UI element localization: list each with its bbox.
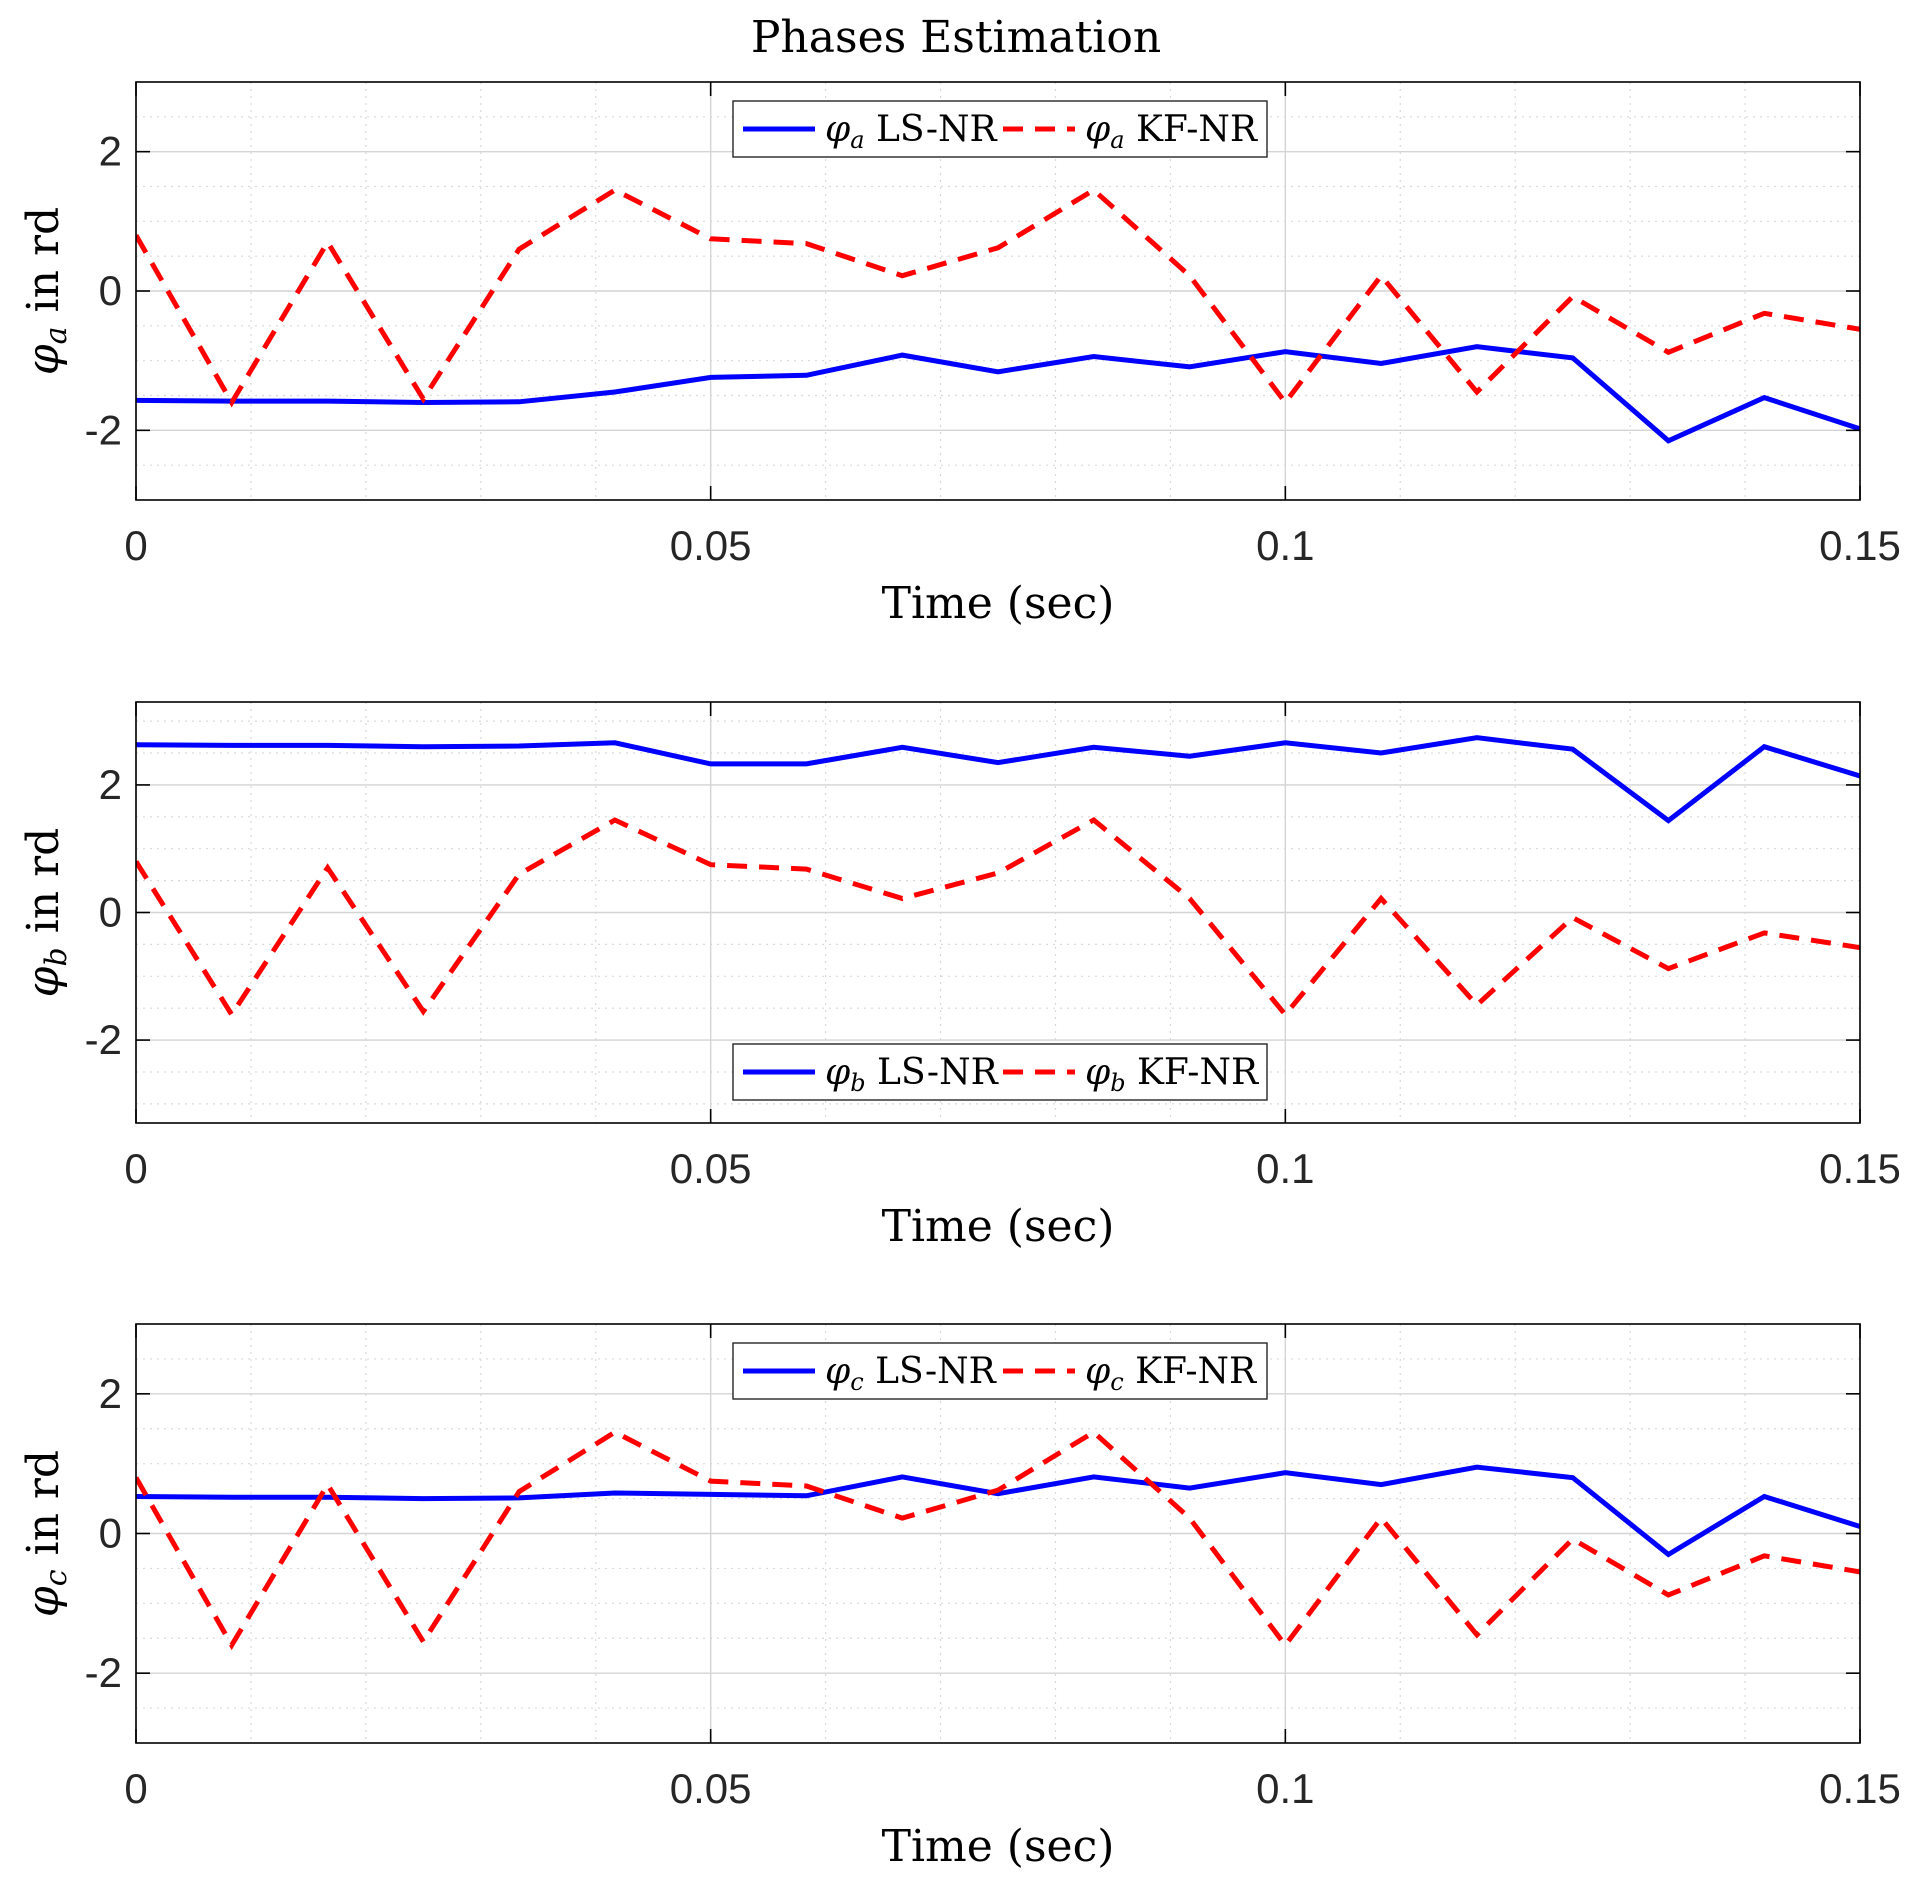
legend-label-ls-nr: φb LS-NR (825, 1052, 999, 1097)
legend-label-kf-nr: φc KF-NR (1085, 1351, 1257, 1396)
y-tick-label: -2 (85, 1649, 122, 1696)
x-tick-label: 0.1 (1256, 522, 1314, 569)
legend-box (732, 100, 1268, 158)
legend: φa LS-NR φa KF-NR (732, 100, 1268, 158)
y-tick-label: 0 (99, 267, 122, 314)
x-tick-label: 0.15 (1819, 1145, 1901, 1192)
y-tick-label: 2 (99, 761, 122, 808)
x-tick-label: 0.1 (1256, 1765, 1314, 1812)
x-tick-label: 0 (124, 1145, 147, 1192)
y-tick-label: -2 (85, 406, 122, 453)
y-axis-label: φa in rd (18, 207, 74, 375)
y-axis-label: φb in rd (18, 828, 74, 998)
chart-phase-c: 0 0.05 0.1 0.15 -2 0 2 Time (sec) φc in rd φc LS-… (18, 1323, 1901, 1872)
x-tick-label: 0.1 (1256, 1145, 1314, 1192)
x-tick-label: 0 (124, 522, 147, 569)
x-tick-label: 0.05 (670, 522, 752, 569)
x-axis-label: Time (sec) (882, 1201, 1115, 1252)
y-tick-label: 2 (99, 1370, 122, 1417)
chart-phase-b: 0 0.05 0.1 0.15 -2 0 2 Time (sec) φb in rd φb LS-… (18, 701, 1901, 1252)
legend-label-kf-nr: φa KF-NR (1085, 109, 1258, 154)
legend-box (732, 1342, 1268, 1400)
x-axis-label: Time (sec) (882, 1821, 1115, 1872)
figure-title: Phases Estimation (751, 12, 1161, 63)
x-tick-label: 0.05 (670, 1765, 752, 1812)
legend-label-ls-nr: φc LS-NR (825, 1351, 997, 1396)
y-tick-label: 0 (99, 1510, 122, 1557)
x-tick-label: 0.15 (1819, 522, 1901, 569)
series-line-kf-nr (136, 816, 1860, 1020)
series-line-kf-nr (136, 186, 1860, 408)
y-tick-label: -2 (85, 1016, 122, 1063)
series-line-ls-nr (136, 735, 1860, 824)
legend-label-kf-nr: φb KF-NR (1085, 1052, 1259, 1097)
y-tick-label: 0 (99, 889, 122, 936)
x-tick-label: 0.15 (1819, 1765, 1901, 1812)
legend-label-ls-nr: φa LS-NR (825, 109, 998, 154)
x-axis-label: Time (sec) (882, 578, 1115, 629)
y-tick-label: 2 (99, 128, 122, 175)
chart-phase-a: 0 0.05 0.1 0.15 -2 0 2 Time (sec) φa in rd φa LS-… (18, 81, 1901, 629)
legend: φb LS-NR φb KF-NR (732, 1043, 1268, 1101)
y-axis-label: φc in rd (18, 1450, 74, 1617)
legend: φc LS-NR φc KF-NR (732, 1342, 1268, 1400)
legend-box (732, 1043, 1268, 1101)
series-line-ls-nr (136, 1464, 1860, 1558)
x-tick-label: 0 (124, 1765, 147, 1812)
series-line-kf-nr (136, 1429, 1860, 1651)
x-tick-label: 0.05 (670, 1145, 752, 1192)
